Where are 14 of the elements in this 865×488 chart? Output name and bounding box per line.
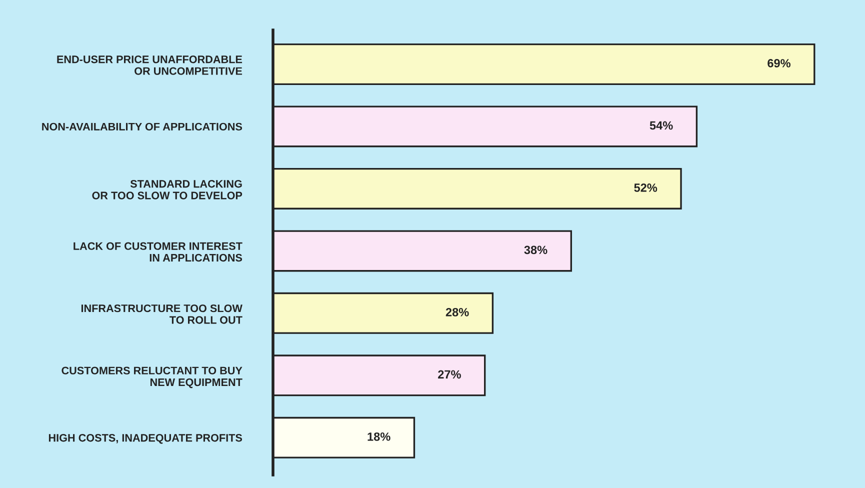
y-tick-label: NON-AVAILABILITY OF APPLICATIONS: [42, 122, 242, 130]
data-label: 52%: [634, 184, 658, 192]
data-label: 18%: [368, 432, 390, 441]
data-label: 54%: [650, 121, 673, 130]
y-tick-label: END-USER PRICE UNAFFORDABLE OR UNCOMPETITIVE: [57, 56, 242, 75]
data-label: 27%: [438, 370, 461, 379]
y-tick-label: CUSTOMERS RELUCTANT TO BUY NEW EQUIPMENT: [62, 366, 242, 388]
data-label: 38%: [524, 246, 548, 254]
data-label: 28%: [446, 308, 469, 316]
y-tick-label: HIGH COSTS, INADEQUATE PROFITS: [48, 434, 242, 444]
data-label: 69%: [768, 59, 790, 68]
y-tick-label: LACK OF CUSTOMER INTEREST IN APPLICATIONS: [74, 242, 242, 262]
y-tick-label: STANDARD LACKING OR TOO SLOW TO DEVELOP: [92, 180, 242, 200]
y-tick-label: INFRASTRUCTURE TOO SLOW TO ROLL OUT: [81, 304, 242, 324]
